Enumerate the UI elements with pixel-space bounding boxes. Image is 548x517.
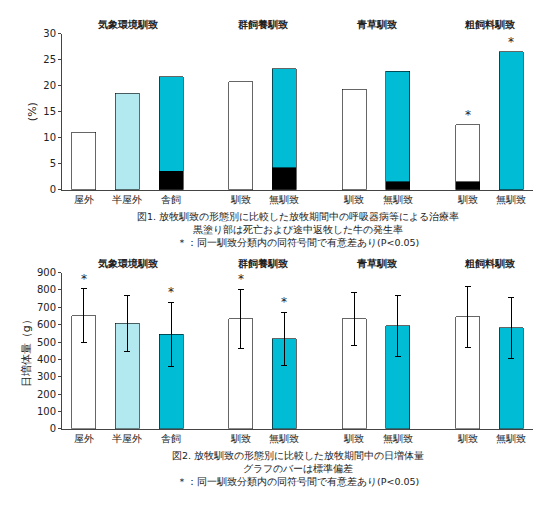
svg-text:600: 600 [37, 319, 56, 330]
svg-text:粗飼料馴致: 粗飼料馴致 [464, 258, 515, 269]
svg-text:半屋外: 半屋外 [112, 433, 142, 444]
svg-text:粗飼料馴致: 粗飼料馴致 [464, 19, 515, 30]
svg-text:*: * [238, 272, 244, 286]
svg-text:900: 900 [37, 267, 56, 278]
svg-text:*: * [81, 272, 87, 286]
svg-text:25: 25 [43, 54, 56, 65]
svg-text:300: 300 [37, 371, 56, 382]
svg-text:5: 5 [50, 158, 56, 169]
svg-text:500: 500 [37, 337, 56, 348]
svg-text:10: 10 [43, 132, 56, 143]
svg-text:黒塗り部は死亡および途中返牧した牛の発生率: 黒塗り部は死亡および途中返牧した牛の発生率 [193, 224, 403, 235]
svg-text:0: 0 [50, 423, 56, 434]
svg-text:無馴致: 無馴致 [269, 433, 299, 444]
svg-text:無馴致: 無馴致 [383, 433, 413, 444]
svg-text:馴致: 馴致 [457, 194, 478, 205]
svg-text:*: * [168, 285, 174, 299]
svg-text:＊：同一馴致分類内の同符号間で有意差あり(P<0.05): ＊：同一馴致分類内の同符号間で有意差あり(P<0.05) [177, 476, 419, 487]
svg-text:群飼養馴致: 群飼養馴致 [237, 19, 288, 30]
svg-text:(%): (%) [26, 102, 39, 121]
svg-text:屋外: 屋外 [74, 194, 94, 205]
svg-text:無馴致: 無馴致 [496, 433, 526, 444]
svg-text:800: 800 [37, 284, 56, 295]
svg-text:馴致: 馴致 [230, 194, 251, 205]
svg-text:0: 0 [50, 184, 56, 195]
svg-text:馴致: 馴致 [343, 433, 364, 444]
svg-text:700: 700 [37, 302, 56, 313]
svg-text:青草馴致: 青草馴致 [356, 19, 397, 30]
svg-text:図2. 放牧馴致の形態別に比較した放牧期間中の日増体量: 図2. 放牧馴致の形態別に比較した放牧期間中の日増体量 [172, 450, 424, 461]
svg-text:*: * [281, 295, 287, 309]
svg-text:舎飼: 舎飼 [161, 194, 181, 205]
svg-text:30: 30 [43, 28, 56, 39]
svg-text:気象環境馴致: 気象環境馴致 [97, 258, 158, 269]
svg-text:馴致: 馴致 [457, 433, 478, 444]
svg-text:100: 100 [37, 406, 56, 417]
svg-text:15: 15 [43, 106, 56, 117]
svg-text:＊：同一馴致分類内の同符号間で有意差あり(P<0.05): ＊：同一馴致分類内の同符号間で有意差あり(P<0.05) [177, 237, 419, 248]
svg-text:200: 200 [37, 389, 56, 400]
svg-text:群飼養馴致: 群飼養馴致 [237, 258, 288, 269]
svg-text:屋外: 屋外 [74, 433, 94, 444]
svg-text:舎飼: 舎飼 [161, 433, 181, 444]
svg-text:*: * [508, 35, 514, 49]
svg-text:青草馴致: 青草馴致 [356, 258, 397, 269]
svg-text:馴致: 馴致 [343, 194, 364, 205]
svg-text:気象環境馴致: 気象環境馴致 [97, 19, 158, 30]
svg-text:*: * [465, 108, 471, 122]
svg-text:無馴致: 無馴致 [496, 194, 526, 205]
svg-text:400: 400 [37, 354, 56, 365]
svg-text:グラフのバーは標準偏差: グラフのバーは標準偏差 [243, 463, 353, 474]
svg-text:馴致: 馴致 [230, 433, 251, 444]
svg-text:日増体量（g）: 日増体量（g） [20, 314, 33, 387]
svg-text:無馴致: 無馴致 [269, 194, 299, 205]
svg-text:20: 20 [43, 80, 56, 91]
svg-text:半屋外: 半屋外 [112, 194, 142, 205]
svg-text:無馴致: 無馴致 [383, 194, 413, 205]
svg-text:図1. 放牧馴致の形態別に比較した放牧期間中の呼吸器病等によ: 図1. 放牧馴致の形態別に比較した放牧期間中の呼吸器病等による治療率 [137, 211, 459, 222]
